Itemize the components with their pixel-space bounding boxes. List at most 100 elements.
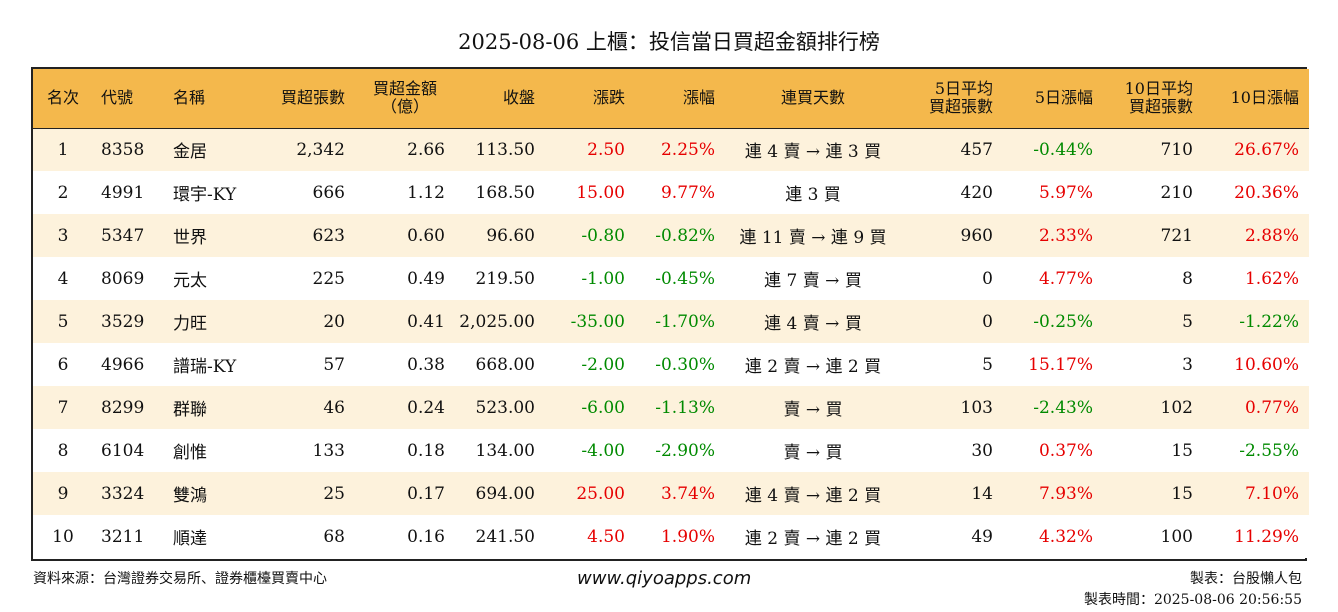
cell-net-lots: 666 [312, 182, 345, 203]
cell-change: 15.00 [576, 182, 625, 203]
cell-close: 168.50 [475, 182, 535, 203]
cell-avg5: 14 [971, 483, 993, 504]
cell-close: 219.50 [475, 268, 535, 289]
cell-code: 6104 [101, 440, 145, 461]
cell-amount: 0.24 [407, 397, 445, 418]
cell-net-lots: 57 [323, 354, 345, 375]
cell-name: 環宇-KY [173, 185, 237, 205]
cell-pct: -1.70% [655, 311, 715, 332]
cell-change: -2.00 [581, 354, 625, 375]
cell-code: 4966 [101, 354, 145, 375]
cell-code: 4991 [101, 182, 145, 203]
header-streak: 連買天數 [725, 69, 901, 129]
cell-amount: 0.18 [407, 440, 445, 461]
cell-net-lots: 133 [312, 440, 345, 461]
cell-amount: 0.41 [407, 311, 445, 332]
cell-avg5: 0 [982, 311, 993, 332]
website-link[interactable]: www.qiyoapps.com [577, 568, 752, 589]
cell-name: 元太 [173, 271, 207, 291]
cell-avg5: 49 [971, 526, 993, 547]
cell-pct: -0.45% [655, 268, 715, 289]
cell-close: 523.00 [475, 397, 535, 418]
table-row: 1 8358 金居 2,342 2.66 113.50 2.50 2.25% 連 4 賣 → 連… [33, 128, 1309, 171]
cell-code: 3529 [101, 311, 145, 332]
cell-code: 8299 [101, 397, 145, 418]
cell-avg10: 102 [1160, 397, 1193, 418]
cell-name: 譜瑞-KY [173, 357, 237, 377]
ranking-table: 名次 代號 名稱 買超張數 買超金額 （億） 收盤 漲跌 漲幅 連買天數 5日平… [33, 69, 1309, 558]
cell-pct: -2.90% [655, 440, 715, 461]
cell-avg10: 15 [1171, 440, 1193, 461]
cell-change: 4.50 [587, 526, 625, 547]
cell-close: 668.00 [475, 354, 535, 375]
cell-avg5: 0 [982, 268, 993, 289]
header-avg10-line2: 買超張數 [1128, 97, 1193, 117]
cell-streak: 連 4 賣 → 連 3 買 [744, 142, 882, 163]
page-title: 2025-08-06 上櫃：投信當日買超金額排行榜 [458, 30, 880, 54]
cell-streak: 連 7 賣 → 買 [764, 271, 862, 291]
cell-code: 8358 [101, 139, 145, 160]
cell-close: 134.00 [475, 440, 535, 461]
cell-code: 5347 [101, 225, 145, 246]
cell-avg10: 721 [1160, 225, 1193, 246]
cell-net-lots: 2,342 [296, 139, 345, 160]
cell-streak: 連 3 買 [785, 185, 841, 205]
header-change: 漲跌 [545, 69, 635, 129]
cell-change: -6.00 [581, 397, 625, 418]
cell-name: 雙鴻 [173, 486, 207, 506]
cell-avg5: 30 [971, 440, 993, 461]
header-amount-line2: （億） [380, 97, 429, 117]
cell-pct10: 2.88% [1244, 225, 1299, 246]
cell-pct5: 5.97% [1038, 182, 1093, 203]
cell-avg10: 210 [1160, 182, 1193, 203]
table-row: 7 8299 群聯 46 0.24 523.00 -6.00 -1.13% 賣 → 買 103 -2… [33, 386, 1309, 429]
cell-net-lots: 68 [323, 526, 345, 547]
cell-amount: 1.12 [407, 182, 445, 203]
cell-rank: 1 [57, 139, 69, 160]
cell-pct: 2.25% [660, 139, 715, 160]
cell-rank: 6 [57, 354, 69, 375]
cell-streak: 連 2 賣 → 連 2 買 [744, 357, 882, 377]
header-name: 名稱 [165, 69, 263, 129]
cell-pct5: -0.25% [1033, 311, 1093, 332]
cell-amount: 0.60 [407, 225, 445, 246]
cell-pct5: 15.17% [1028, 354, 1093, 375]
header-rank: 名次 [33, 69, 93, 129]
cell-pct10: 20.36% [1234, 182, 1299, 203]
header-amount-line1: 買超金額 [372, 79, 437, 99]
cell-name: 群聯 [173, 400, 207, 420]
cell-net-lots: 20 [323, 311, 345, 332]
author: 製表：台股懶人包 [1190, 571, 1302, 587]
cell-pct10: 11.29% [1234, 526, 1299, 547]
table-header-row: 名次 代號 名稱 買超張數 買超金額 （億） 收盤 漲跌 漲幅 連買天數 5日平… [33, 69, 1309, 129]
cell-pct10: 26.67% [1234, 139, 1299, 160]
cell-code: 3324 [101, 483, 145, 504]
table-row: 4 8069 元太 225 0.49 219.50 -1.00 -0.45% 連 7 賣 → 買… [33, 257, 1309, 300]
cell-rank: 5 [57, 311, 69, 332]
cell-pct: 3.74% [660, 483, 715, 504]
table-row: 9 3324 雙鴻 25 0.17 694.00 25.00 3.74% 連 4 賣 → 連 2… [33, 472, 1309, 515]
header-close: 收盤 [455, 69, 545, 129]
cell-avg5: 420 [960, 182, 993, 203]
header-net-lots: 買超張數 [263, 69, 355, 129]
cell-change: -1.00 [581, 268, 625, 289]
cell-change: 25.00 [576, 483, 625, 504]
cell-streak: 連 4 賣 → 連 2 買 [744, 486, 882, 506]
cell-net-lots: 25 [323, 483, 345, 504]
cell-streak: 連 2 賣 → 連 2 買 [744, 529, 882, 549]
header-avg10: 10日平均 買超張數 [1103, 69, 1203, 129]
table-row: 8 6104 創惟 133 0.18 134.00 -4.00 -2.90% 賣 → 買 30 0.… [33, 429, 1309, 472]
cell-streak: 連 4 賣 → 買 [764, 314, 862, 334]
header-avg5: 5日平均 買超張數 [901, 69, 1003, 129]
cell-net-lots: 623 [312, 225, 345, 246]
cell-pct5: 4.77% [1038, 268, 1093, 289]
cell-pct10: 0.77% [1244, 397, 1299, 418]
table-row: 2 4991 環宇-KY 666 1.12 168.50 15.00 9.77% 連 3 買 42… [33, 171, 1309, 214]
cell-rank: 4 [57, 268, 69, 289]
header-amount: 買超金額 （億） [355, 69, 455, 129]
cell-pct5: 4.32% [1038, 526, 1093, 547]
cell-amount: 0.16 [407, 526, 445, 547]
cell-pct10: 10.60% [1234, 354, 1299, 375]
cell-avg5: 5 [982, 354, 993, 375]
table-row: 6 4966 譜瑞-KY 57 0.38 668.00 -2.00 -0.30% 連 2 賣 →… [33, 343, 1309, 386]
